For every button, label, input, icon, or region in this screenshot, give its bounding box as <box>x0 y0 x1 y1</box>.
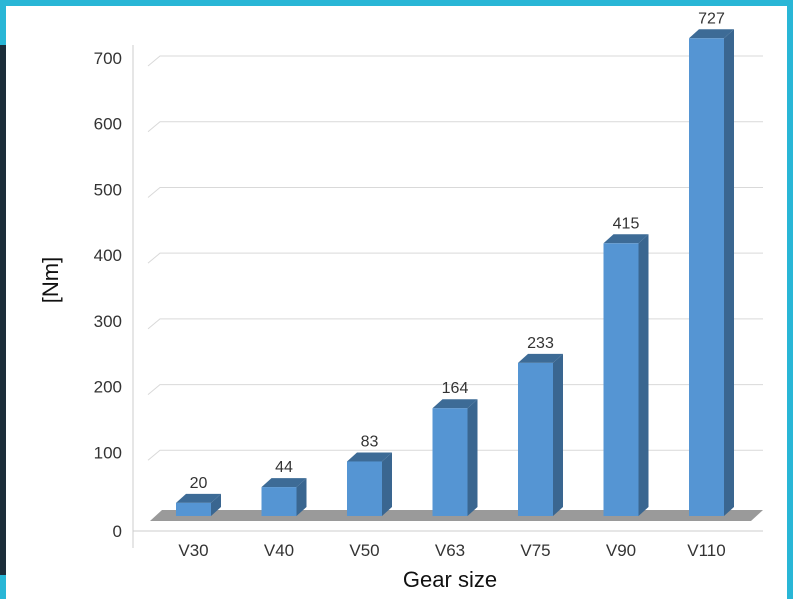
bar-top-v110 <box>689 29 734 39</box>
data-label-v90: 415 <box>613 215 640 232</box>
bar-v90 <box>603 243 639 516</box>
y-tick-label-600: 600 <box>94 115 122 134</box>
gridline-700 <box>147 55 763 67</box>
bar-v40 <box>261 487 297 516</box>
bar-top-v90 <box>603 234 649 244</box>
y-tick-label-0: 0 <box>113 522 122 541</box>
bar-top-v75 <box>518 353 563 363</box>
data-label-v110: 727 <box>698 10 725 27</box>
bar-top-v30 <box>176 493 221 503</box>
bar-side-v50 <box>382 452 392 516</box>
bar-side-v90 <box>638 234 649 516</box>
bar-top-v40 <box>261 478 307 488</box>
bar-v50 <box>347 461 382 516</box>
data-label-v50: 83 <box>361 433 379 450</box>
x-axis-title: Gear size <box>403 567 497 592</box>
x-tick-label-v30: V30 <box>178 541 208 560</box>
bar-v110 <box>689 38 724 516</box>
bar-side-v75 <box>553 353 563 516</box>
data-label-v63: 164 <box>442 380 469 397</box>
x-tick-label-v50: V50 <box>349 541 379 560</box>
y-tick-label-500: 500 <box>94 180 122 199</box>
frame-left-dark-strip <box>0 45 6 575</box>
bar-top-v63 <box>432 399 478 409</box>
y-tick-label-200: 200 <box>94 378 122 397</box>
bar-side-v30 <box>211 493 221 516</box>
bar-v30 <box>176 502 211 516</box>
bars <box>176 29 734 516</box>
gridline-600 <box>147 121 763 133</box>
x-tick-label-v63: V63 <box>435 541 465 560</box>
y-axis-title: [Nm] <box>38 257 63 303</box>
y-tick-labels: 0 100 200 300 400 500 600 700 <box>94 49 122 541</box>
y-tick-label-100: 100 <box>94 443 122 462</box>
bar-side-v40 <box>296 478 307 516</box>
bar-v75 <box>518 362 553 516</box>
bar-side-v110 <box>724 29 734 516</box>
bar-v63 <box>432 408 468 516</box>
y-tick-label-700: 700 <box>94 49 122 68</box>
bar-side-v63 <box>467 399 478 516</box>
x-tick-label-v75: V75 <box>520 541 550 560</box>
data-labels: 20 44 83 164 233 415 727 <box>190 10 725 492</box>
data-label-v75: 233 <box>527 335 554 352</box>
x-tick-label-v110: V110 <box>687 541 725 560</box>
bar-top-v50 <box>347 452 392 462</box>
gridline-300 <box>147 318 763 330</box>
x-tick-label-v40: V40 <box>264 541 294 560</box>
x-tick-label-v90: V90 <box>606 541 636 560</box>
gridline-500 <box>147 186 763 198</box>
x-tick-labels: V30 V40 V50 V63 V75 V90 V110 <box>178 541 725 560</box>
frame-top-border <box>0 0 793 6</box>
data-label-v40: 44 <box>275 459 293 476</box>
y-tick-label-400: 400 <box>94 246 122 265</box>
gridline-400 <box>147 252 763 264</box>
y-tick-label-300: 300 <box>94 312 122 331</box>
axes <box>132 45 763 548</box>
data-label-v30: 20 <box>190 475 208 492</box>
frame-right-border <box>787 0 793 599</box>
